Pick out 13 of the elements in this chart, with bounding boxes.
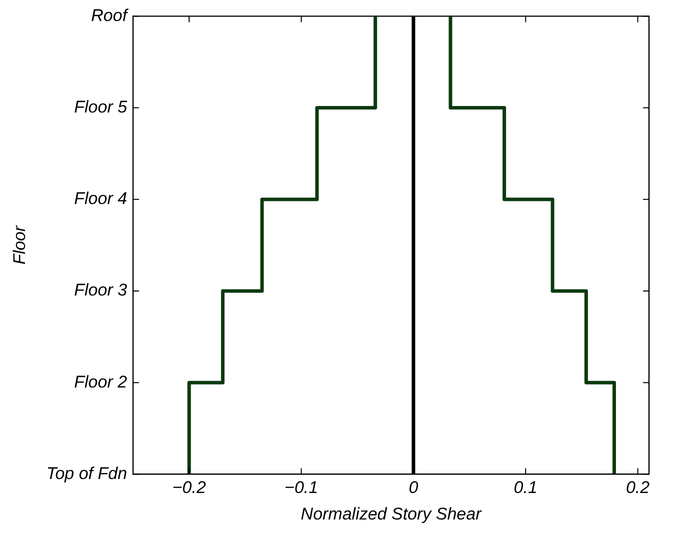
x-axis-title: Normalized Story Shear [300,504,483,524]
y-tick-label: Floor 5 [74,98,128,117]
y-tick-label: Floor 4 [74,189,128,208]
y-tick-label: Floor 3 [74,280,128,300]
y-tick-label: Roof [91,6,130,25]
y-axis-title: Floor [10,224,29,265]
x-tick-label: 0.2 [626,478,650,498]
x-tick-label: 0.1 [514,478,538,498]
y-tick-label: Top of Fdn [46,464,128,483]
x-tick-label: −0.1 [284,478,318,498]
x-tick-label: −0.2 [172,478,206,498]
x-tick-label: 0 [408,478,419,498]
y-tick-label: Floor 2 [74,372,128,392]
